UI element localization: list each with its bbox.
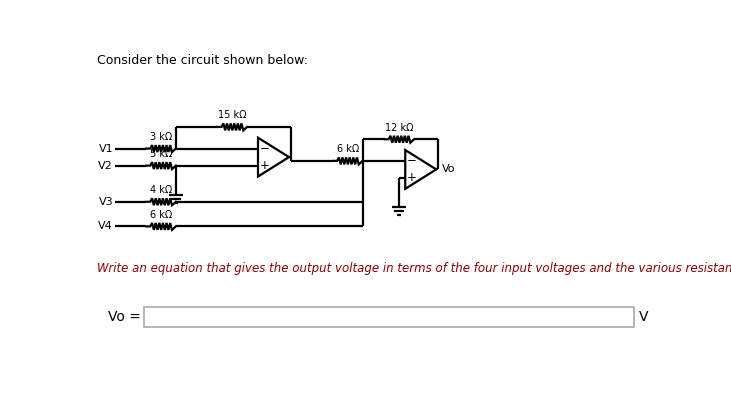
Text: 6 kΩ: 6 kΩ bbox=[337, 144, 359, 154]
Text: V4: V4 bbox=[99, 221, 113, 231]
Text: +: + bbox=[406, 172, 417, 184]
Text: Consider the circuit shown below:: Consider the circuit shown below: bbox=[96, 54, 308, 67]
Text: −: − bbox=[260, 142, 269, 155]
Text: −: − bbox=[406, 154, 417, 168]
Text: 4 kΩ: 4 kΩ bbox=[150, 185, 173, 195]
Text: Vo =: Vo = bbox=[108, 310, 141, 324]
Text: V3: V3 bbox=[99, 197, 113, 207]
Text: Vo: Vo bbox=[442, 164, 455, 174]
Text: V1: V1 bbox=[99, 144, 113, 154]
Text: V: V bbox=[638, 310, 648, 324]
Text: V2: V2 bbox=[99, 161, 113, 171]
Text: 15 kΩ: 15 kΩ bbox=[218, 110, 246, 120]
Text: Write an equation that gives the output voltage in terms of the four input volta: Write an equation that gives the output … bbox=[96, 262, 731, 275]
Text: 12 kΩ: 12 kΩ bbox=[385, 123, 414, 133]
Text: 6 kΩ: 6 kΩ bbox=[150, 210, 173, 220]
Text: 3 kΩ: 3 kΩ bbox=[150, 132, 173, 142]
Text: 5 kΩ: 5 kΩ bbox=[150, 149, 173, 159]
Text: +: + bbox=[260, 159, 269, 172]
FancyBboxPatch shape bbox=[144, 307, 634, 326]
